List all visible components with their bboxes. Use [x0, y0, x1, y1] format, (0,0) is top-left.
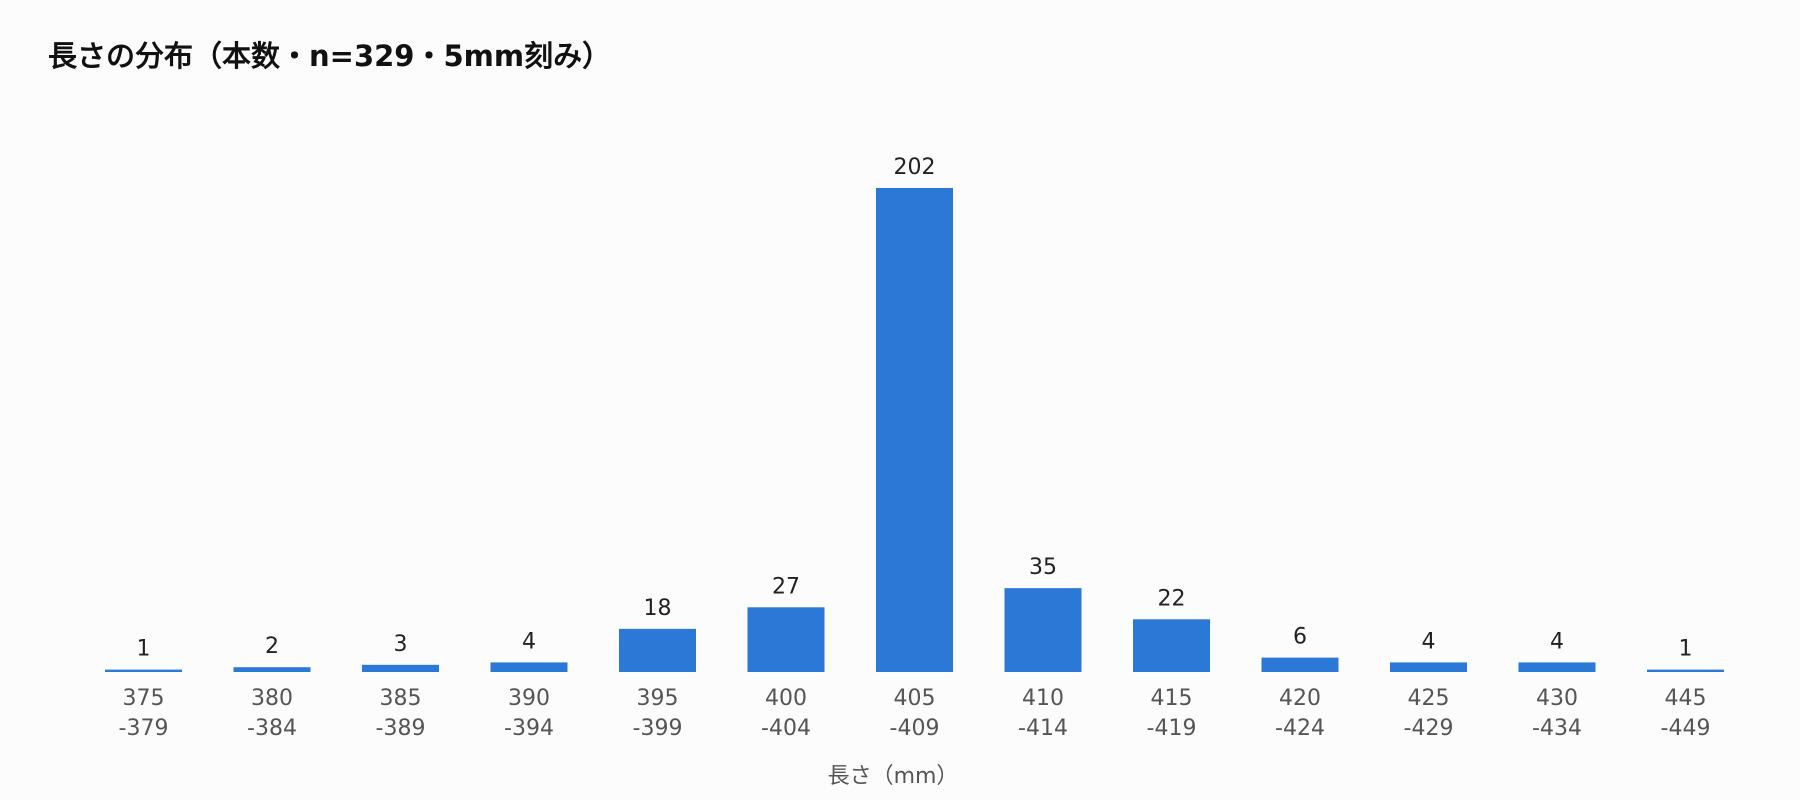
bar: [876, 188, 953, 672]
value-label: 4: [1422, 629, 1436, 654]
x-tick-label: 390 -394: [504, 686, 554, 741]
value-label: 35: [1029, 555, 1057, 580]
x-tick-label: 410 -414: [1018, 686, 1068, 741]
x-tick-label: 425 -429: [1404, 686, 1454, 741]
x-tick-label: 380 -384: [247, 686, 297, 741]
x-tick-label: 420 -424: [1275, 686, 1325, 741]
value-label: 202: [894, 155, 936, 180]
value-label: 4: [1550, 629, 1564, 654]
bar: [1004, 588, 1082, 672]
bar: [1647, 669, 1724, 672]
bar: [233, 667, 311, 672]
x-tick-label: 395 -399: [633, 686, 683, 741]
value-label: 18: [644, 596, 672, 621]
value-label: 6: [1293, 625, 1307, 650]
value-label: 3: [394, 632, 408, 657]
x-tick-label: 445 -449: [1661, 686, 1711, 741]
bar: [490, 662, 568, 672]
value-label: 2: [265, 634, 279, 659]
bar: [1261, 657, 1339, 672]
bar: [747, 607, 825, 672]
bar: [105, 669, 182, 672]
x-axis-title: 長さ（mm）: [828, 764, 959, 789]
x-tick-label: 400 -404: [761, 686, 811, 741]
x-tick-label: 375 -379: [119, 686, 169, 741]
x-tick-label: 385 -389: [376, 686, 426, 741]
value-label: 1: [137, 637, 151, 662]
bar: [1518, 662, 1596, 672]
bar: [362, 664, 439, 672]
value-label: 22: [1158, 586, 1186, 611]
value-label: 1: [1679, 637, 1693, 662]
value-label: 27: [772, 574, 800, 599]
value-label: 4: [522, 629, 536, 654]
x-tick-label: 405 -409: [890, 686, 940, 741]
x-tick-label: 430 -434: [1532, 686, 1582, 741]
bar: [619, 628, 696, 672]
bar: [1133, 619, 1210, 672]
chart-title: 長さの分布（本数・n=329・5mm刻み）: [48, 39, 611, 73]
bar: [1390, 662, 1467, 672]
x-tick-label: 415 -419: [1147, 686, 1197, 741]
